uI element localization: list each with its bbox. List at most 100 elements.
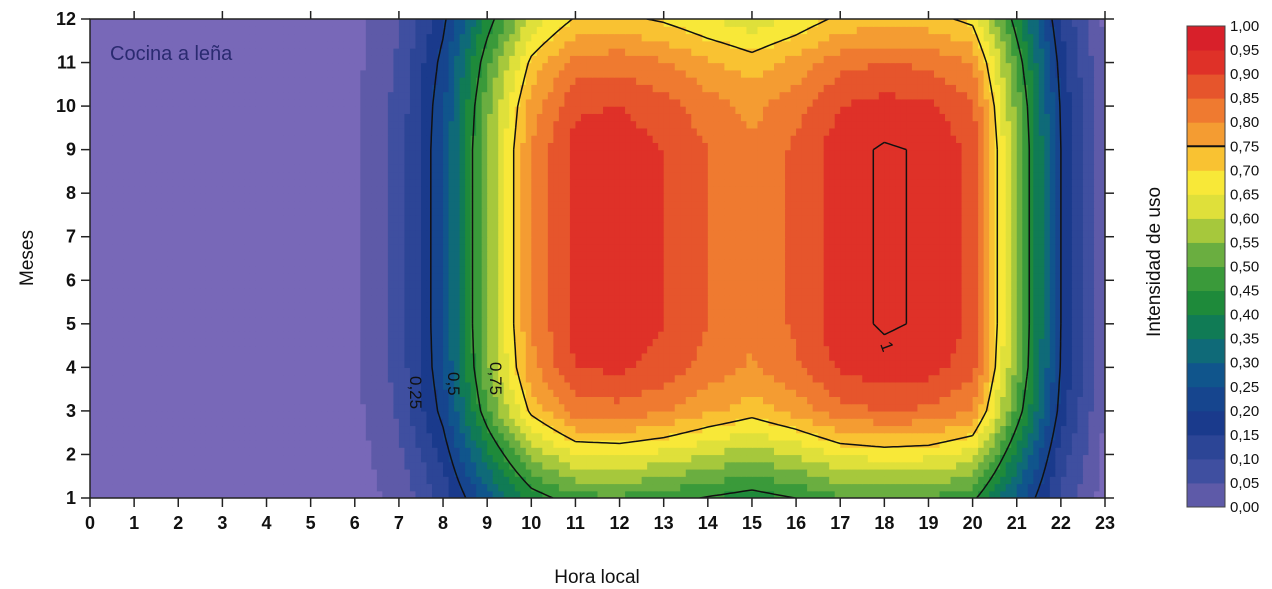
heat-cell (895, 316, 902, 325)
heat-cell (272, 468, 279, 477)
heat-cell (1027, 360, 1034, 368)
heat-cell (735, 381, 742, 390)
heat-cell (1033, 352, 1040, 361)
heat-cell (812, 461, 819, 470)
heat-cell (1077, 309, 1084, 318)
heat-cell (332, 323, 339, 332)
heat-cell (774, 309, 781, 318)
heat-cell (652, 461, 659, 470)
heat-cell (476, 454, 483, 463)
heat-cell (420, 367, 428, 376)
heat-cell (829, 432, 836, 441)
heat-cell (1038, 367, 1045, 376)
heat-cell (1049, 425, 1056, 434)
heat-cell (145, 309, 152, 318)
heat-cell (597, 454, 604, 463)
heat-cell (630, 490, 637, 498)
heat-cell (1055, 432, 1062, 441)
heat-cell (740, 302, 748, 310)
heat-cell (829, 302, 836, 310)
heat-cell (310, 476, 317, 485)
heat-cell (774, 418, 781, 427)
heat-cell (498, 389, 505, 397)
heat-cell (349, 447, 356, 456)
heat-cell (189, 352, 196, 361)
heat-cell (492, 389, 499, 397)
heat-cell (349, 403, 356, 412)
heat-cell (470, 323, 477, 332)
heat-cell (288, 331, 295, 339)
heat-cell (161, 447, 168, 456)
heat-cell (432, 360, 439, 368)
heat-cell (983, 447, 990, 456)
heat-cell (211, 425, 218, 434)
heat-cell (249, 338, 257, 347)
heat-cell (619, 439, 626, 448)
heat-cell (476, 403, 483, 412)
heat-cell (591, 461, 599, 470)
heat-cell (658, 396, 665, 405)
heat-cell (669, 468, 676, 477)
heat-cell (525, 490, 532, 498)
heat-cell (178, 294, 185, 303)
heat-cell (636, 316, 643, 325)
heat-cell (459, 454, 466, 463)
heat-cell (525, 468, 532, 477)
heat-cell (746, 331, 753, 339)
heat-cell (200, 483, 207, 492)
heat-cell (762, 439, 770, 448)
heat-cell (277, 468, 284, 477)
heat-cell (249, 483, 257, 492)
heat-cell (1016, 454, 1023, 463)
heat-cell (316, 389, 323, 397)
heat-cell (900, 425, 908, 434)
heat-cell (261, 360, 268, 368)
heat-cell (933, 454, 941, 463)
heat-cell (387, 432, 394, 441)
heat-cell (1082, 389, 1090, 397)
heat-cell (134, 476, 141, 485)
heat-cell (801, 309, 808, 318)
heat-cell (669, 367, 676, 376)
heat-cell (249, 410, 257, 419)
heat-cell (134, 367, 141, 376)
heat-cell (840, 418, 847, 427)
heat-cell (172, 309, 179, 318)
heat-cell (365, 381, 372, 390)
heat-cell (1044, 403, 1051, 412)
heat-cell (233, 302, 240, 310)
heat-cell (669, 352, 676, 361)
heat-cell (917, 338, 924, 347)
heat-cell (520, 345, 527, 354)
heat-cell (277, 316, 284, 325)
heat-cell (625, 367, 632, 376)
heat-cell (933, 302, 941, 310)
heat-cell (437, 483, 444, 492)
heat-cell (641, 432, 648, 441)
heat-cell (983, 490, 990, 498)
heat-cell (812, 447, 819, 456)
heat-cell (636, 432, 643, 441)
heat-cell (889, 331, 896, 339)
heat-cell (222, 410, 229, 419)
heat-cell (641, 410, 648, 419)
heat-cell (1082, 381, 1090, 390)
heat-cell (1022, 323, 1029, 332)
heat-cell (619, 309, 626, 318)
heat-cell (294, 360, 301, 368)
heat-cell (818, 309, 825, 318)
heat-cell (178, 432, 185, 441)
heat-cell (564, 302, 571, 310)
heat-cell (829, 367, 836, 376)
heat-cell (90, 381, 97, 390)
heat-cell (487, 389, 494, 397)
heat-cell (630, 403, 637, 412)
heat-cell (156, 302, 163, 310)
heat-cell (443, 367, 450, 376)
heat-cell (205, 418, 212, 427)
heat-cell (277, 454, 284, 463)
heat-cell (167, 432, 174, 441)
heat-cell (603, 316, 610, 325)
heat-cell (1022, 483, 1029, 492)
heat-cell (591, 345, 599, 354)
